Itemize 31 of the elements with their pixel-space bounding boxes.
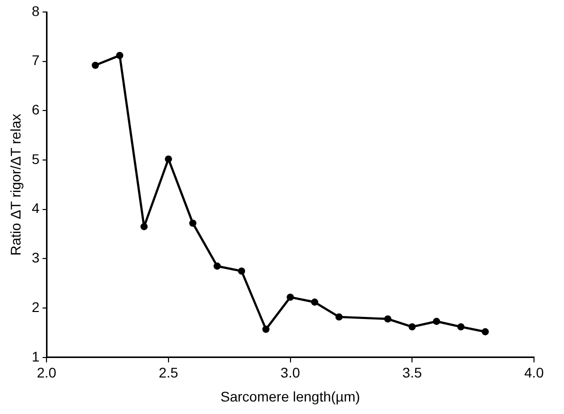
point bbox=[116, 52, 124, 60]
x-tick-label: 3.0 bbox=[280, 364, 300, 381]
point bbox=[286, 294, 294, 301]
y-axis-title: Ratio ΔT rigor/ΔT relax bbox=[7, 114, 24, 256]
point bbox=[335, 313, 343, 321]
point bbox=[262, 326, 270, 333]
y-tick-label: 2 bbox=[32, 298, 40, 315]
y-tick-label: 4 bbox=[32, 200, 40, 216]
y-tick-label: 6 bbox=[32, 102, 40, 118]
point bbox=[482, 328, 489, 336]
point bbox=[457, 323, 464, 330]
y-tick-label: 8 bbox=[32, 2, 40, 19]
x-axis-title: Sarcomere length(µm) bbox=[220, 388, 360, 404]
point bbox=[92, 62, 99, 69]
point bbox=[140, 223, 148, 230]
x-tick-label: 2.5 bbox=[158, 364, 178, 381]
x-tick-label: 2.0 bbox=[36, 364, 57, 381]
point bbox=[238, 267, 246, 275]
point bbox=[432, 318, 440, 325]
y-tick-label: 7 bbox=[32, 52, 40, 68]
y-tick-label: 1 bbox=[32, 348, 40, 364]
x-tick-label: 4.0 bbox=[524, 364, 544, 381]
point bbox=[189, 220, 196, 227]
x-tick-label: 3.5 bbox=[402, 364, 422, 381]
point bbox=[164, 155, 172, 163]
point bbox=[311, 298, 318, 306]
point bbox=[384, 315, 392, 323]
point bbox=[214, 262, 221, 270]
y-tick-label: 3 bbox=[32, 250, 40, 266]
y-tick-label: 5 bbox=[32, 150, 40, 167]
point bbox=[408, 323, 416, 330]
